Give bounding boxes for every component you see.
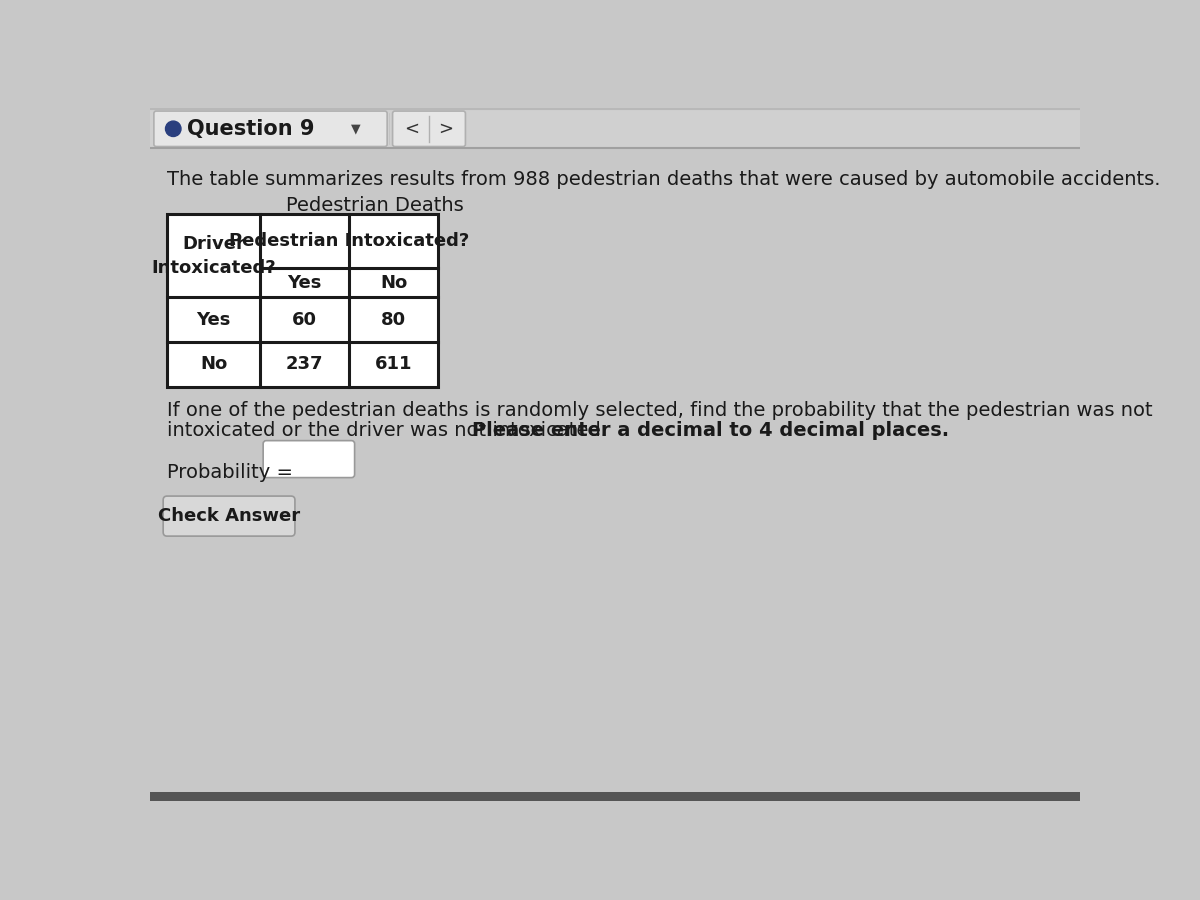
FancyBboxPatch shape	[263, 441, 355, 478]
Text: 60: 60	[292, 310, 317, 328]
Text: Driver
Intoxicated?: Driver Intoxicated?	[151, 235, 276, 276]
Text: 80: 80	[382, 310, 407, 328]
Text: 611: 611	[374, 356, 413, 373]
Text: Yes: Yes	[288, 274, 322, 292]
Text: Yes: Yes	[197, 310, 230, 328]
Text: If one of the pedestrian deaths is randomly selected, find the probability that : If one of the pedestrian deaths is rando…	[167, 400, 1153, 419]
Bar	[150, 108, 1080, 148]
Text: No: No	[200, 356, 227, 373]
Text: <: <	[404, 120, 420, 138]
Text: 237: 237	[286, 356, 323, 373]
Text: >: >	[438, 120, 454, 138]
Text: Please enter a decimal to 4 decimal places.: Please enter a decimal to 4 decimal plac…	[472, 420, 949, 439]
Text: Pedestrian Intoxicated?: Pedestrian Intoxicated?	[229, 232, 469, 250]
Text: Pedestrian Deaths: Pedestrian Deaths	[286, 196, 463, 215]
Bar	[167, 214, 438, 387]
FancyBboxPatch shape	[154, 111, 388, 147]
FancyBboxPatch shape	[163, 496, 295, 536]
Text: Probability =: Probability =	[167, 463, 293, 482]
Text: No: No	[380, 274, 407, 292]
Text: Check Answer: Check Answer	[158, 507, 300, 525]
FancyBboxPatch shape	[392, 111, 466, 147]
Circle shape	[166, 122, 181, 137]
Text: The table summarizes results from 988 pedestrian deaths that were caused by auto: The table summarizes results from 988 pe…	[167, 169, 1160, 189]
Text: intoxicated or the driver was not intoxicated.: intoxicated or the driver was not intoxi…	[167, 420, 613, 439]
Text: ▼: ▼	[350, 122, 360, 135]
Text: Question 9: Question 9	[187, 119, 314, 139]
Bar	[150, 792, 1080, 801]
